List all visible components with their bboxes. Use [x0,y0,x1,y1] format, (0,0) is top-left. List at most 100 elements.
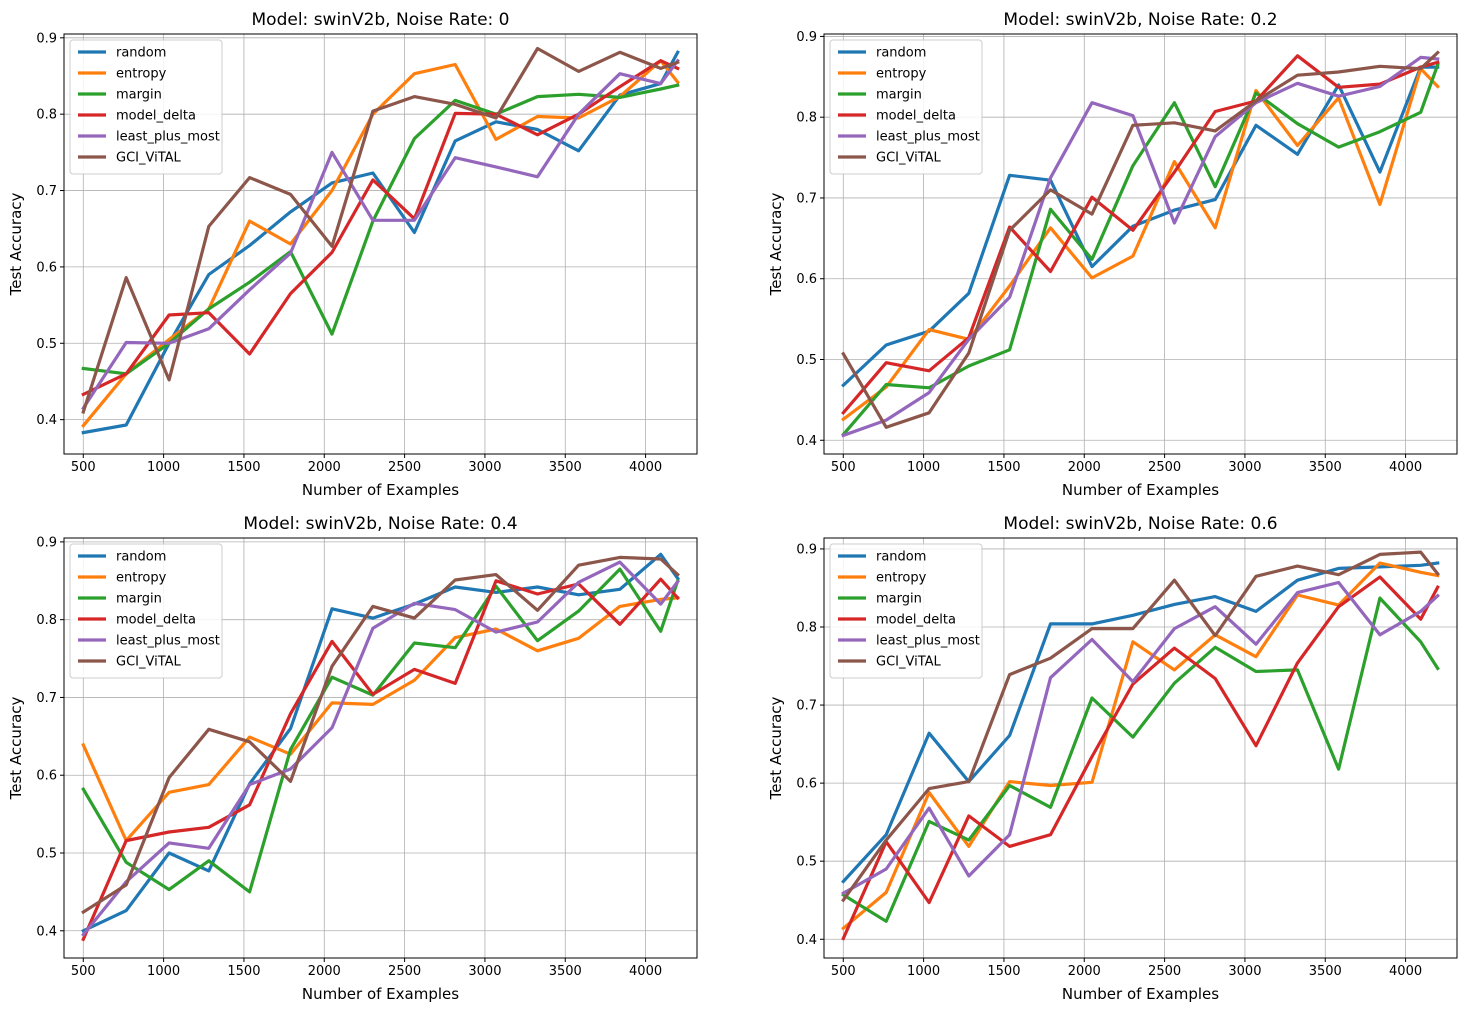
legend-label: random [876,550,926,565]
x-tick-label: 4000 [1389,460,1422,475]
series-line-model-delta [841,54,1440,416]
series-line-gci-vital [81,46,680,415]
legend-label: GCI_ViTAL [876,655,942,670]
x-tick-label: 500 [831,964,856,979]
x-axis-label: Number of Examples [302,481,459,499]
x-tick-label: 1500 [987,460,1020,475]
y-tick-label: 0.9 [796,542,817,557]
legend-label: least_plus_most [876,130,980,145]
x-tick-label: 500 [71,964,96,979]
x-tick-label: 2500 [1148,964,1181,979]
y-tick-label: 0.5 [796,855,817,870]
x-tick-label: 1500 [227,460,260,475]
series-line-gci-vital [841,550,1440,903]
legend-label: model_delta [876,109,956,124]
x-tick-label: 4000 [1389,964,1422,979]
legend-label: margin [876,592,922,607]
x-axis-label: Number of Examples [1062,481,1219,499]
legend-label: random [116,46,166,61]
y-tick-label: 0.5 [36,337,57,352]
series-line-margin [81,567,680,894]
legend-label: GCI_ViTAL [116,151,182,166]
y-tick-label: 0.9 [36,31,57,46]
legend-box [69,543,223,679]
y-tick-label: 0.5 [796,353,817,368]
series-line-least-plus-most [81,560,680,937]
legend-label: least_plus_most [116,130,220,145]
series-line-entropy [81,596,680,843]
series-line-gci-vital [841,50,1440,429]
subplot-1: 500 1000 1500 2000 2500 3000 3500 4000 0.4 0.5 0.6… [7,10,698,499]
x-tick-label: 1500 [227,964,260,979]
legend-label: GCI_ViTAL [116,655,182,670]
x-tick-label: 3000 [1228,964,1261,979]
x-tick-label: 2000 [1068,460,1101,475]
y-tick-label: 0.8 [796,620,817,635]
x-tick-label: 3500 [1309,964,1342,979]
x-tick-label: 2500 [388,460,421,475]
chart-title: Model: swinV2b, Noise Rate: 0.4 [243,514,517,534]
x-tick-label: 500 [71,460,96,475]
legend-label: entropy [876,67,927,82]
axes-frame [63,33,698,455]
legend: random entropy margin model_delta least_plus… [69,39,223,175]
x-tick-label: 2500 [388,964,421,979]
series-line-entropy [841,67,1440,422]
x-tick-label: 2000 [1068,964,1101,979]
legend-label: margin [116,88,162,103]
legend-label: model_delta [116,613,196,628]
y-tick-label: 0.7 [36,184,57,199]
legend-label: margin [876,88,922,103]
subplot-4: 500 1000 1500 2000 2500 3000 3500 4000 0.4 0.5 0.6… [767,514,1458,1003]
legend-label: entropy [876,571,927,586]
x-tick-label: 4000 [629,460,662,475]
x-tick-label: 1000 [147,460,180,475]
y-tick-label: 0.8 [796,111,817,126]
x-tick-label: 3000 [468,964,501,979]
y-tick-label: 0.4 [36,413,57,428]
series-line-model-delta [81,59,680,397]
series-line-model-delta [81,577,680,942]
axes-frame [63,537,698,959]
legend-label: GCI_ViTAL [876,151,942,166]
series-line-least-plus-most [81,58,680,411]
chart-title: Model: swinV2b, Noise Rate: 0 [252,10,510,30]
y-tick-label: 0.6 [796,777,817,792]
y-tick-label: 0.7 [796,191,817,206]
legend-label: model_delta [876,613,956,628]
y-axis-label: Test Accuracy [7,192,25,296]
y-tick-label: 0.7 [796,699,817,714]
x-tick-label: 3000 [468,460,501,475]
legend-label: model_delta [116,109,196,124]
legend: random entropy margin model_delta least_plus… [829,39,983,175]
legend-label: margin [116,592,162,607]
chart-title: Model: swinV2b, Noise Rate: 0.6 [1003,514,1277,534]
y-tick-label: 0.8 [36,613,57,628]
x-axis-label: Number of Examples [302,985,459,1003]
x-tick-label: 2000 [308,964,341,979]
series-line-margin [841,62,1440,437]
series-line-random [841,561,1440,884]
x-tick-label: 3000 [1228,460,1261,475]
y-axis-label: Test Accuracy [767,696,785,800]
x-tick-label: 3500 [549,964,582,979]
y-tick-label: 0.9 [796,30,817,45]
series-line-gci-vital [81,555,680,915]
series-line-random [841,65,1440,388]
x-tick-label: 2500 [1148,460,1181,475]
subplot-2: 500 1000 1500 2000 2500 3000 3500 4000 0.4 0.5 0.6… [767,10,1458,499]
axes-frame [823,537,1458,959]
x-tick-label: 2000 [308,460,341,475]
y-tick-label: 0.9 [36,535,57,550]
y-tick-label: 0.6 [36,769,57,784]
x-axis-label: Number of Examples [1062,985,1219,1003]
x-tick-label: 1000 [907,964,940,979]
y-tick-label: 0.4 [36,924,57,939]
legend-box [829,543,983,679]
legend: random entropy margin model_delta least_plus… [69,543,223,679]
x-tick-label: 3500 [1309,460,1342,475]
legend-label: entropy [116,67,167,82]
y-tick-label: 0.5 [36,847,57,862]
y-tick-label: 0.6 [36,260,57,275]
